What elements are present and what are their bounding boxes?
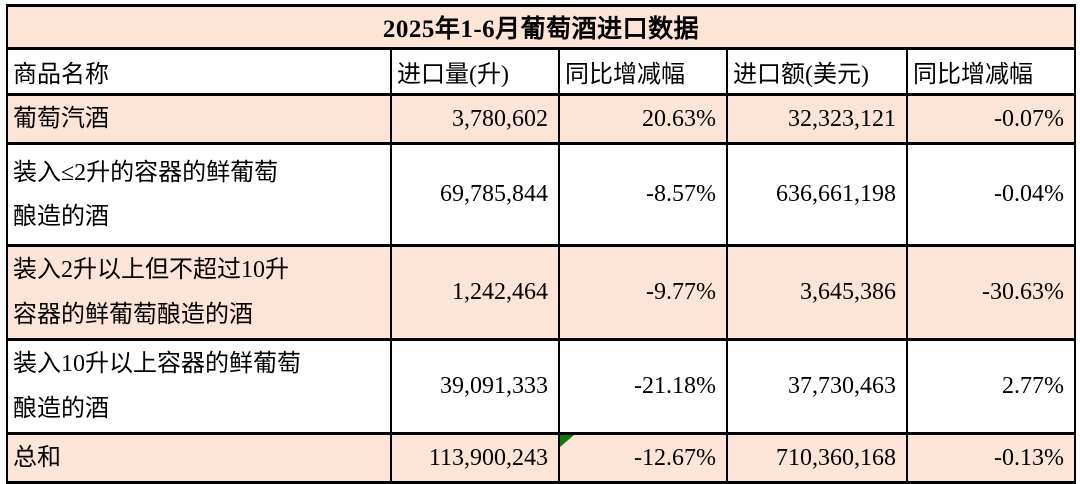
value-yoy-cell: -30.63% [905, 244, 1077, 342]
product-name-cell: 总和 [6, 431, 392, 484]
col-header-volume-yoy: 同比增减幅 [558, 47, 728, 96]
import-data-table: 2025年1-6月葡萄酒进口数据 商品名称 进口量(升) 同比增减幅 进口额(美… [5, 4, 1077, 484]
import-value-cell: 37,730,463 [726, 338, 908, 435]
total-row: 总和 113,900,243 -12.67% 710,360,168 -0.13% [6, 431, 1077, 484]
table-row: 装入≤2升的容器的鲜葡萄 酿造的酒 69,785,844 -8.57% 636,661… [6, 142, 1077, 248]
table-row: 装入2升以上但不超过10升 容器的鲜葡萄酿造的酒 1,242,464 -9.77% 3… [6, 244, 1077, 342]
table-row: 葡萄汽酒 3,780,602 20.63% 32,323,121 -0.07% [6, 92, 1077, 146]
page-title: 2025年1-6月葡萄酒进口数据 [5, 4, 1077, 50]
table-row: 装入10升以上容器的鲜葡萄 酿造的酒 39,091,333 -21.18% 37,73… [6, 338, 1077, 435]
import-volume-cell: 1,242,464 [390, 244, 560, 342]
value-yoy-cell: -0.07% [905, 92, 1077, 146]
volume-yoy-cell: -9.77% [558, 244, 728, 342]
import-volume-cell: 39,091,333 [390, 338, 560, 435]
import-value-cell: 3,645,386 [726, 244, 908, 342]
value-yoy-cell: -0.13% [905, 431, 1077, 484]
import-volume-cell: 3,780,602 [390, 92, 560, 146]
volume-yoy-cell: -12.67% [558, 431, 728, 484]
product-name-cell: 葡萄汽酒 [6, 92, 392, 146]
comment-flag-icon [561, 436, 574, 447]
product-name-cell: 装入2升以上但不超过10升 容器的鲜葡萄酿造的酒 [6, 244, 392, 342]
product-name-cell: 装入10升以上容器的鲜葡萄 酿造的酒 [6, 338, 392, 435]
import-value-cell: 636,661,198 [726, 142, 908, 248]
import-value-cell: 710,360,168 [726, 431, 908, 484]
col-header-value-yoy: 同比增减幅 [905, 47, 1077, 96]
value-yoy-cell: 2.77% [905, 338, 1077, 435]
volume-yoy-cell: -21.18% [558, 338, 728, 435]
import-volume-cell: 69,785,844 [390, 142, 560, 248]
value-yoy-cell: -0.04% [905, 142, 1077, 248]
title-row: 2025年1-6月葡萄酒进口数据 [5, 4, 1077, 50]
import-volume-cell: 113,900,243 [390, 431, 560, 484]
col-header-product-name: 商品名称 [6, 47, 392, 96]
product-name-cell: 装入≤2升的容器的鲜葡萄 酿造的酒 [6, 142, 392, 248]
col-header-import-value: 进口额(美元) [726, 47, 908, 96]
col-header-import-volume: 进口量(升) [390, 47, 560, 96]
volume-yoy-cell: -8.57% [558, 142, 728, 248]
import-value-cell: 32,323,121 [726, 92, 908, 146]
table-body: 葡萄汽酒 3,780,602 20.63% 32,323,121 -0.07% 装入≤2升… [6, 92, 1077, 484]
volume-yoy-cell: 20.63% [558, 92, 728, 146]
header-row: 商品名称 进口量(升) 同比增减幅 进口额(美元) 同比增减幅 [6, 47, 1077, 96]
